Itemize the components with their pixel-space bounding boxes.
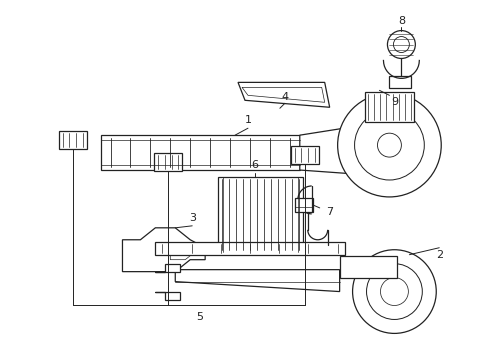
Polygon shape: [100, 135, 300, 170]
Polygon shape: [122, 228, 205, 272]
Polygon shape: [175, 270, 340, 292]
Circle shape: [338, 93, 441, 197]
Circle shape: [388, 31, 416, 58]
Text: 5: 5: [196, 312, 204, 323]
Circle shape: [355, 110, 424, 180]
Bar: [295, 198, 313, 212]
Polygon shape: [155, 242, 344, 255]
Polygon shape: [238, 82, 330, 107]
Text: 4: 4: [281, 92, 289, 102]
Text: 1: 1: [245, 115, 251, 125]
Bar: [218, 177, 303, 252]
Text: 6: 6: [251, 160, 258, 170]
Polygon shape: [300, 120, 394, 175]
Bar: [154, 153, 182, 171]
Circle shape: [393, 37, 409, 53]
Polygon shape: [242, 87, 325, 102]
Polygon shape: [171, 248, 195, 260]
Text: 2: 2: [436, 250, 443, 260]
Text: 3: 3: [189, 213, 196, 223]
Polygon shape: [155, 292, 180, 300]
Text: 8: 8: [398, 15, 405, 26]
Circle shape: [380, 278, 408, 306]
Circle shape: [377, 133, 401, 157]
Bar: [365, 92, 415, 122]
Bar: [291, 146, 318, 164]
Circle shape: [367, 264, 422, 319]
Polygon shape: [155, 264, 180, 272]
Bar: [340, 256, 397, 278]
Bar: [59, 131, 87, 149]
Bar: [390, 76, 412, 88]
Text: 7: 7: [326, 207, 333, 217]
Circle shape: [353, 250, 436, 333]
Text: 9: 9: [391, 97, 398, 107]
